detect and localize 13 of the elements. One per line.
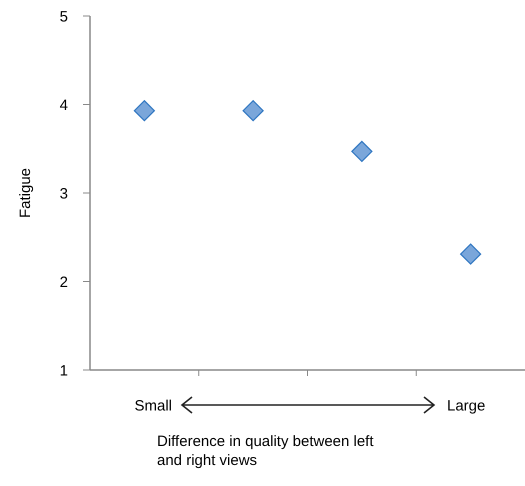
point [351, 140, 372, 162]
y-tick-label: 3 [60, 185, 68, 202]
point [242, 100, 264, 122]
y-tick-label: 5 [60, 8, 68, 26]
x-axis-title: Difference in quality between left and right views [157, 433, 374, 469]
point [460, 243, 482, 265]
point [134, 100, 155, 122]
y-axis-title: Fatigue [17, 168, 34, 218]
y-tick-label: 4 [60, 96, 68, 114]
text: Large [447, 397, 486, 414]
y-tick-label: 1 [60, 362, 68, 380]
y-tick-label: 2 [60, 274, 68, 291]
text: Small [134, 397, 172, 414]
